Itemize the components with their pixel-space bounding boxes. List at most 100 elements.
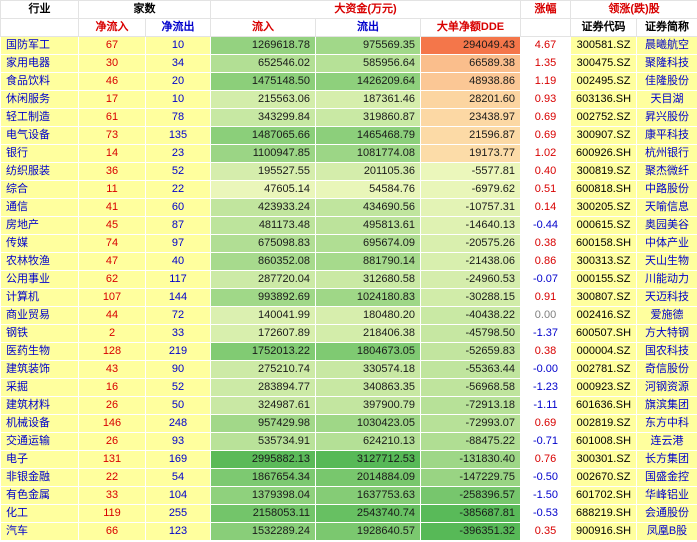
net-inflow-count-cell: 16 (78, 378, 146, 397)
dde-cell: 21596.87 (419, 126, 522, 145)
table-row[interactable]: 计算机 107 144 993892.69 1024180.83 -30288.15 0.9… (0, 288, 697, 307)
table-row[interactable]: 商业贸易 44 72 140041.99 180480.20 -40438.22 0.00 0… (0, 306, 697, 325)
change-percent-cell: -0.07 (520, 270, 572, 289)
outflow-cell: 201105.36 (315, 162, 421, 181)
stock-name-cell: 川能动力 (636, 270, 697, 289)
table-body: 国防军工 67 10 1269618.78 975569.35 294049.43 4.67… (0, 36, 697, 541)
industry-cell: 采掘 (0, 378, 79, 397)
table-row[interactable]: 有色金属 33 104 1379398.04 1637753.63 -258396.57-… (0, 486, 697, 505)
table-row[interactable]: 休闲服务 17 10 215563.06 187361.46 28201.60 0.93 60… (0, 90, 697, 109)
stock-name-cell: 河钢资源 (636, 378, 697, 397)
table-row[interactable]: 纺织服装 36 52 195527.55 201105.36 -5577.81 0.40 30… (0, 162, 697, 181)
stock-code-cell: 601008.SH (570, 432, 638, 451)
table-row[interactable]: 国防军工 67 10 1269618.78 975569.35 294049.43 4.67… (0, 36, 697, 55)
outflow-cell: 397900.79 (315, 396, 421, 415)
table-row[interactable]: 汽车 66 123 1532289.24 1928640.57 -396351.32 0.3… (0, 522, 697, 541)
inflow-cell: 1379398.04 (210, 486, 316, 505)
stock-code-cell: 600507.SH (570, 324, 638, 343)
outflow-cell: 695674.09 (315, 234, 421, 253)
industry-cell: 食品饮料 (0, 72, 79, 91)
table-row[interactable]: 交通运输 26 93 535734.91 624210.13 -88475.22 -0.71… (0, 432, 697, 451)
stock-code-cell: 603136.SH (570, 90, 638, 109)
net-inflow-count-cell: 11 (78, 180, 146, 199)
table-row[interactable]: 农林牧渔 47 40 860352.08 881790.14 -21438.06 0.86 3… (0, 252, 697, 271)
table-row[interactable]: 传媒 74 97 675098.83 695674.09 -20575.26 0.38 600… (0, 234, 697, 253)
table-row[interactable]: 建筑装饰 43 90 275210.74 330574.18 -55363.44 -0.00… (0, 360, 697, 379)
industry-cell: 家用电器 (0, 54, 79, 73)
table-row[interactable]: 银行 14 23 1100947.85 1081774.08 19173.77 1.02 60… (0, 144, 697, 163)
stock-code-cell: 600158.SH (570, 234, 638, 253)
table-row[interactable]: 采掘 16 52 283894.77 340863.35 -56968.58 -1.23 00… (0, 378, 697, 397)
inflow-cell: 1487065.66 (210, 126, 316, 145)
table-row[interactable]: 家用电器 30 34 652546.02 585956.64 66589.38 1.35 30… (0, 54, 697, 73)
stock-code-cell: 000155.SZ (570, 270, 638, 289)
net-inflow-count-cell: 73 (78, 126, 146, 145)
net-inflow-count-cell: 22 (78, 468, 146, 487)
net-outflow-count-cell: 34 (145, 54, 211, 73)
table-row[interactable]: 公用事业 62 117 287720.04 312680.58 -24960.53 -0.0… (0, 270, 697, 289)
stock-name-cell: 昇兴股份 (636, 108, 697, 127)
industry-cell: 电子 (0, 450, 79, 469)
net-outflow-count-cell: 72 (145, 306, 211, 325)
inflow-cell: 343299.84 (210, 108, 316, 127)
table-row[interactable]: 食品饮料 46 20 1475148.50 1426209.64 48938.86 1.19… (0, 72, 697, 91)
stock-name-cell: 旗滨集团 (636, 396, 697, 415)
inflow-cell: 287720.04 (210, 270, 316, 289)
change-percent-cell: 0.69 (520, 108, 572, 127)
table-row[interactable]: 房地产 45 87 481173.48 495813.61 -14640.13 -0.44 0… (0, 216, 697, 235)
industry-cell: 化工 (0, 504, 79, 523)
change-percent-cell: -0.50 (520, 468, 572, 487)
inflow-cell: 47605.14 (210, 180, 316, 199)
inflow-cell: 195527.55 (210, 162, 316, 181)
header-change-spacer (520, 18, 572, 37)
net-outflow-count-cell: 20 (145, 72, 211, 91)
net-inflow-count-cell: 131 (78, 450, 146, 469)
inflow-cell: 1867654.34 (210, 468, 316, 487)
net-outflow-count-cell: 117 (145, 270, 211, 289)
table-row[interactable]: 非银金融 22 54 1867654.34 2014884.09 -147229.75 -0… (0, 468, 697, 487)
net-inflow-count-cell: 107 (78, 288, 146, 307)
inflow-cell: 215563.06 (210, 90, 316, 109)
outflow-cell: 312680.58 (315, 270, 421, 289)
stock-code-cell: 600926.SH (570, 144, 638, 163)
inflow-cell: 535734.91 (210, 432, 316, 451)
table-row[interactable]: 电气设备 73 135 1487065.66 1465468.79 21596.87 0.6… (0, 126, 697, 145)
industry-cell: 计算机 (0, 288, 79, 307)
industry-cell: 商业贸易 (0, 306, 79, 325)
inflow-cell: 1100947.85 (210, 144, 316, 163)
table-row[interactable]: 钢铁 2 33 172607.89 218406.38 -45798.50 -1.37 600… (0, 324, 697, 343)
table-row[interactable]: 机械设备 146 248 957429.98 1030423.05 -72993.07 0.… (0, 414, 697, 433)
table-row[interactable]: 医药生物 128 219 1752013.22 1804673.05 -52659.83 0… (0, 342, 697, 361)
change-percent-cell: -0.00 (520, 360, 572, 379)
table-row[interactable]: 轻工制造 61 78 343299.84 319860.87 23438.97 0.69 00… (0, 108, 697, 127)
net-outflow-count-cell: 255 (145, 504, 211, 523)
dde-cell: -14640.13 (419, 216, 522, 235)
industry-cell: 建筑材料 (0, 396, 79, 415)
header-leaders-group: 领涨(跌)股 (570, 0, 697, 19)
outflow-cell: 585956.64 (315, 54, 421, 73)
table-row[interactable]: 综合 11 22 47605.14 54584.76 -6979.62 0.51 600818… (0, 180, 697, 199)
dde-cell: -147229.75 (419, 468, 522, 487)
table-row[interactable]: 建筑材料 26 50 324987.61 397900.79 -72913.18 -1.11… (0, 396, 697, 415)
net-outflow-count-cell: 93 (145, 432, 211, 451)
net-inflow-count-cell: 74 (78, 234, 146, 253)
outflow-cell: 330574.18 (315, 360, 421, 379)
net-inflow-count-cell: 47 (78, 252, 146, 271)
stock-code-cell: 300301.SZ (570, 450, 638, 469)
inflow-cell: 1752013.22 (210, 342, 316, 361)
industry-cell: 建筑装饰 (0, 360, 79, 379)
change-percent-cell: 0.40 (520, 162, 572, 181)
table-row[interactable]: 化工 119 255 2158053.11 2543740.74 -385687.81 -0… (0, 504, 697, 523)
table-row[interactable]: 通信 41 60 423933.24 434690.56 -10757.31 0.14 300… (0, 198, 697, 217)
table-header: 行业 家数 大资金(万元) 涨幅 领涨(跌)股 净流入 净流出 流入 流出 大单… (0, 0, 697, 37)
table-row[interactable]: 电子 131 169 2995882.13 3127712.53 -131830.40 0.… (0, 450, 697, 469)
stock-code-cell: 300907.SZ (570, 126, 638, 145)
net-outflow-count-cell: 52 (145, 162, 211, 181)
header-outflow: 流出 (315, 18, 421, 37)
industry-cell: 公用事业 (0, 270, 79, 289)
change-percent-cell: 0.14 (520, 198, 572, 217)
dde-cell: -52659.83 (419, 342, 522, 361)
stock-code-cell: 300807.SZ (570, 288, 638, 307)
stock-code-cell: 000004.SZ (570, 342, 638, 361)
inflow-cell: 957429.98 (210, 414, 316, 433)
